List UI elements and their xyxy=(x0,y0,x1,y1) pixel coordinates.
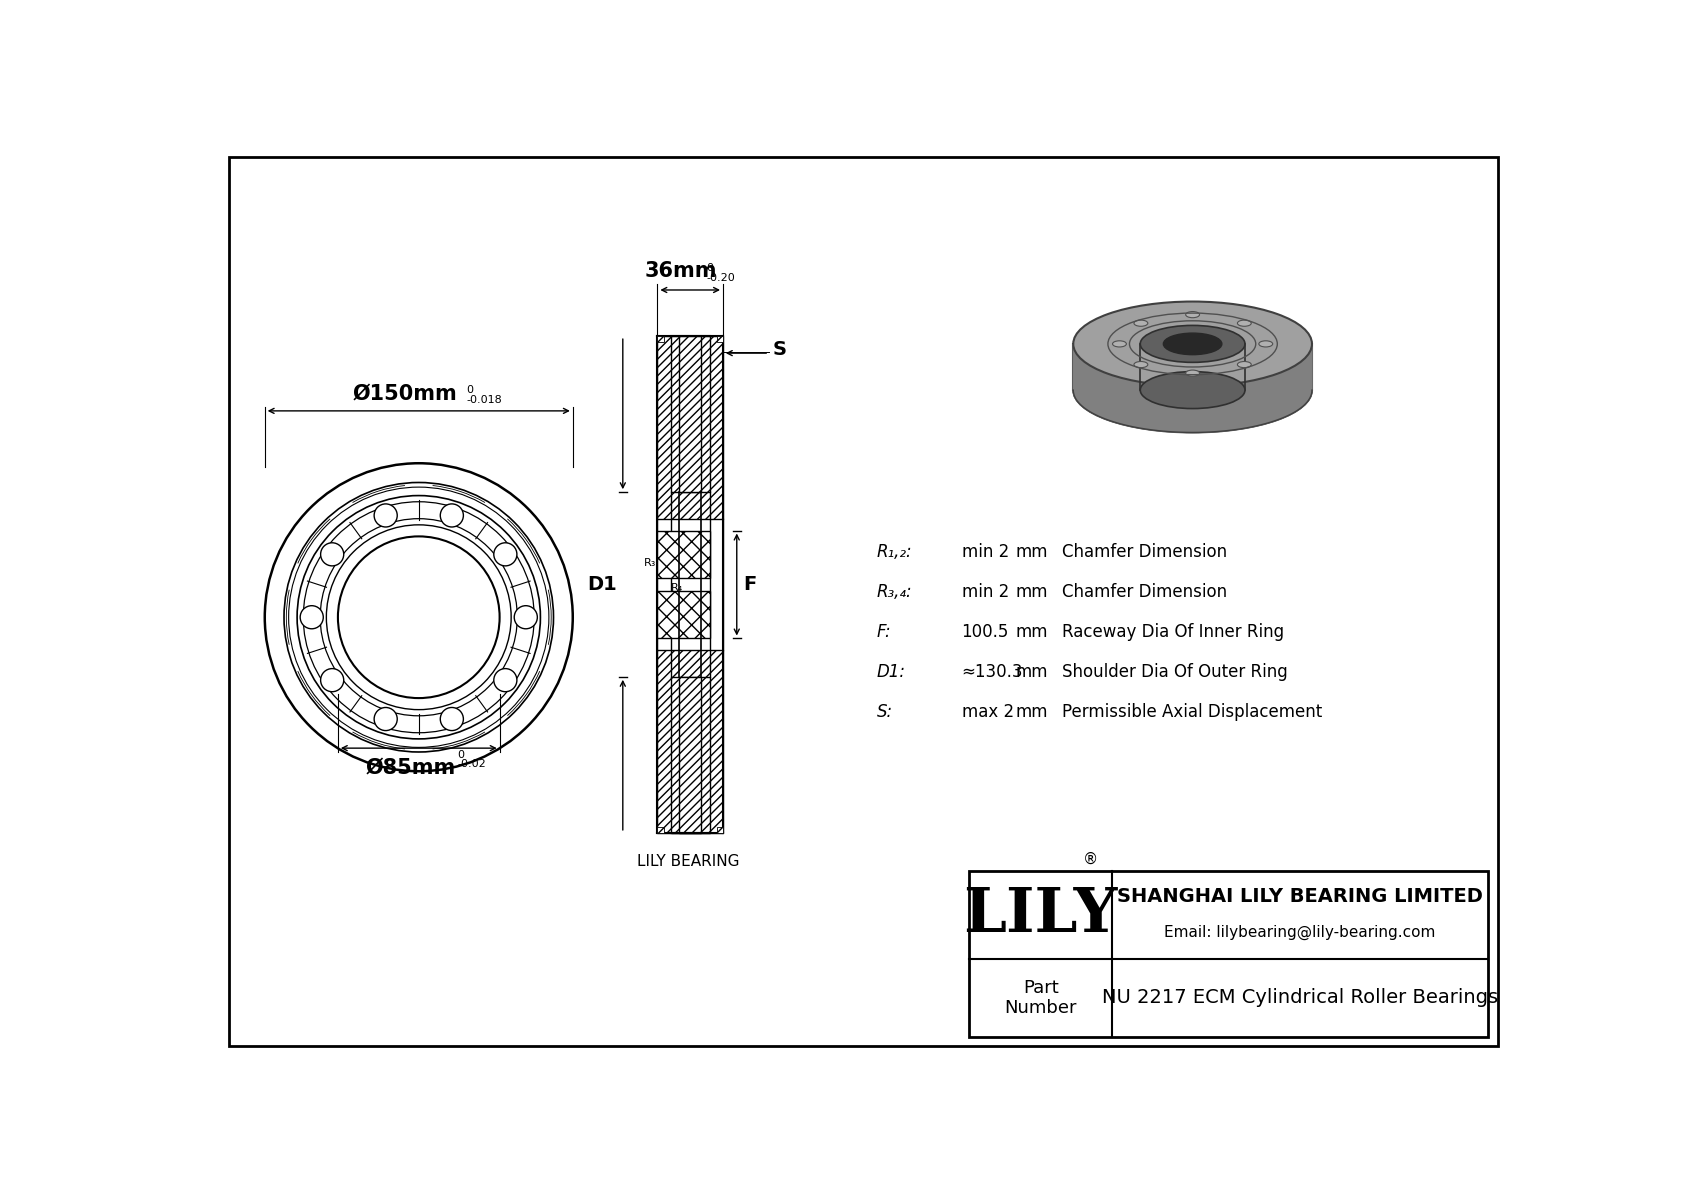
Text: min 2: min 2 xyxy=(962,582,1009,600)
Text: min 2: min 2 xyxy=(962,543,1009,561)
Ellipse shape xyxy=(1113,341,1127,347)
Text: S: S xyxy=(773,339,786,358)
Text: R₁: R₁ xyxy=(709,368,721,379)
Ellipse shape xyxy=(1260,341,1273,347)
Text: Chamfer Dimension: Chamfer Dimension xyxy=(1061,543,1228,561)
Text: -0.018: -0.018 xyxy=(466,394,502,405)
Text: Email: lilybearing@lily-bearing.com: Email: lilybearing@lily-bearing.com xyxy=(1164,924,1436,940)
Text: mm: mm xyxy=(1015,623,1047,641)
Text: Shoulder Dia Of Outer Ring: Shoulder Dia Of Outer Ring xyxy=(1061,663,1288,681)
Text: mm: mm xyxy=(1015,663,1047,681)
Bar xyxy=(657,336,663,342)
Text: max 2: max 2 xyxy=(962,703,1014,721)
Text: ®: ® xyxy=(1083,852,1098,867)
Bar xyxy=(717,827,722,833)
Bar xyxy=(679,676,701,833)
Circle shape xyxy=(493,543,517,566)
Text: R₃,₄:: R₃,₄: xyxy=(877,582,913,600)
Text: mm: mm xyxy=(1015,582,1047,600)
Bar xyxy=(657,650,722,833)
Bar xyxy=(670,676,711,833)
Ellipse shape xyxy=(1133,320,1148,326)
Text: 0: 0 xyxy=(458,749,465,760)
Text: ≈130.3: ≈130.3 xyxy=(962,663,1024,681)
Circle shape xyxy=(440,707,463,730)
Text: -0.20: -0.20 xyxy=(706,273,734,283)
Text: -0.02: -0.02 xyxy=(458,759,487,769)
Text: mm: mm xyxy=(1015,703,1047,721)
Text: R₄: R₄ xyxy=(672,582,684,593)
Bar xyxy=(657,591,711,638)
Bar xyxy=(657,531,711,579)
Text: R₁,₂:: R₁,₂: xyxy=(877,543,913,561)
Text: Raceway Dia Of Inner Ring: Raceway Dia Of Inner Ring xyxy=(1061,623,1283,641)
Bar xyxy=(717,336,722,342)
Bar xyxy=(657,827,663,833)
Text: S:: S: xyxy=(877,703,893,721)
Bar xyxy=(657,336,722,519)
Ellipse shape xyxy=(1140,372,1244,409)
Text: F: F xyxy=(743,575,756,594)
Text: 0: 0 xyxy=(466,386,473,395)
Circle shape xyxy=(320,668,344,692)
Text: NU 2217 ECM Cylindrical Roller Bearings: NU 2217 ECM Cylindrical Roller Bearings xyxy=(1101,989,1499,1008)
Ellipse shape xyxy=(1186,312,1199,318)
Bar xyxy=(970,872,1489,1037)
Ellipse shape xyxy=(1073,301,1312,386)
Text: F:: F: xyxy=(877,623,891,641)
Circle shape xyxy=(320,543,344,566)
Ellipse shape xyxy=(1238,320,1251,326)
Circle shape xyxy=(374,504,397,526)
Ellipse shape xyxy=(1140,325,1244,362)
Bar xyxy=(670,336,711,492)
Ellipse shape xyxy=(1133,362,1148,368)
Text: Chamfer Dimension: Chamfer Dimension xyxy=(1061,582,1228,600)
Ellipse shape xyxy=(1164,333,1223,355)
Text: Ø150mm: Ø150mm xyxy=(352,384,458,404)
Text: D1: D1 xyxy=(588,575,616,594)
Text: 100.5: 100.5 xyxy=(962,623,1009,641)
Circle shape xyxy=(300,606,323,629)
Ellipse shape xyxy=(1238,362,1251,368)
Ellipse shape xyxy=(1186,370,1199,376)
Text: Part
Number: Part Number xyxy=(1004,979,1078,1017)
Text: LILY BEARING: LILY BEARING xyxy=(637,854,739,869)
Circle shape xyxy=(440,504,463,526)
Text: 0: 0 xyxy=(706,263,712,273)
Circle shape xyxy=(264,463,573,772)
Text: SHANGHAI LILY BEARING LIMITED: SHANGHAI LILY BEARING LIMITED xyxy=(1116,887,1484,906)
Circle shape xyxy=(493,668,517,692)
Text: R₃: R₃ xyxy=(643,557,657,568)
Ellipse shape xyxy=(1073,348,1312,432)
Text: D1:: D1: xyxy=(877,663,906,681)
Text: R₂: R₂ xyxy=(660,379,672,388)
Text: Permissible Axial Displacement: Permissible Axial Displacement xyxy=(1061,703,1322,721)
Text: mm: mm xyxy=(1015,543,1047,561)
Text: LILY: LILY xyxy=(963,885,1118,946)
Circle shape xyxy=(514,606,537,629)
Text: Ø85mm: Ø85mm xyxy=(365,757,456,778)
Circle shape xyxy=(374,707,397,730)
Bar xyxy=(679,336,701,492)
Polygon shape xyxy=(1073,344,1312,432)
Text: 36mm: 36mm xyxy=(645,261,717,281)
